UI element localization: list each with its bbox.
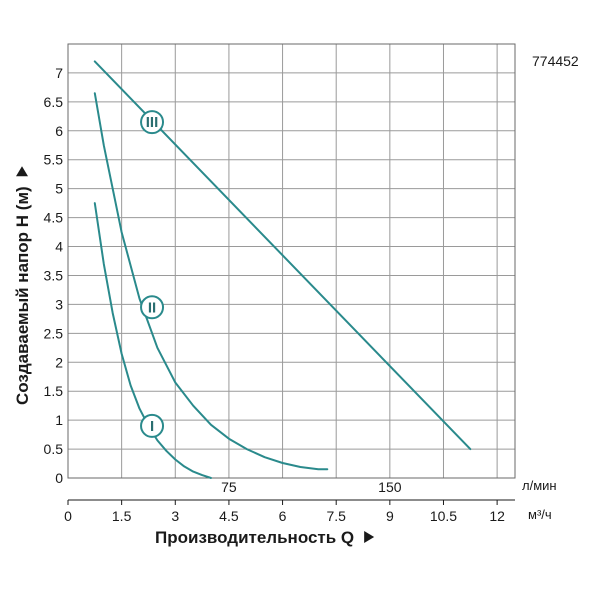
x-tick-label-8: 12 [489, 508, 505, 524]
y-tick-label-2: 1 [55, 412, 63, 428]
grid [68, 44, 515, 478]
y-tick-label-4: 2 [55, 354, 63, 370]
x-unit-primary: м³/ч [528, 507, 552, 522]
y-tick-label-8: 4 [55, 239, 63, 255]
series-label-text-2: II [148, 299, 156, 316]
y-axis-title-arrow [16, 166, 28, 177]
series-label-3: III [140, 110, 165, 135]
plot-frame [67, 43, 516, 479]
series-label-2: II [140, 295, 165, 320]
y-tick-label-14: 7 [55, 65, 63, 81]
y-tick-label-1: 0.5 [44, 441, 64, 457]
series-label-circle-2 [140, 295, 165, 320]
series-label-circle-1 [140, 413, 165, 438]
x-tick-label-5: 7.5 [326, 508, 346, 524]
x-axis-title: Производительность Q [155, 528, 375, 547]
series-label-1: I [140, 413, 165, 438]
y-tick-label-5: 2.5 [44, 325, 64, 341]
x-unit-secondary: л/мин [522, 478, 557, 493]
series-label-text-3: III [146, 114, 159, 131]
x-tick-label-6: 9 [386, 508, 394, 524]
model-code: 774452 [532, 53, 579, 69]
x-tick-label-0: 0 [64, 508, 72, 524]
x-tick-label-2: 3 [171, 508, 179, 524]
y-tick-label-10: 5 [55, 181, 63, 197]
y-tick-label-6: 3 [55, 296, 63, 312]
x-axis-title-text: Производительность Q [155, 528, 354, 547]
y-tick-label-12: 6 [55, 123, 63, 139]
y-tick-label-9: 4.5 [44, 210, 64, 226]
y-tick-label-3: 1.5 [44, 383, 64, 399]
x-tick-label-1: 1.5 [112, 508, 132, 524]
x-secondary-tick-label-1: 150 [378, 479, 402, 495]
y-tick-label-7: 3.5 [44, 267, 64, 283]
y-axis-title-text: Создаваемый напор H (м) [13, 186, 32, 405]
x-tick-label-4: 6 [279, 508, 287, 524]
series-line-2 [93, 92, 329, 471]
y-tick-label-11: 5.5 [44, 152, 64, 168]
y-tick-label-13: 6.5 [44, 94, 64, 110]
x-tick-label-3: 4.5 [219, 508, 239, 524]
x-axis-title-arrow [364, 531, 375, 543]
axes [67, 499, 515, 505]
y-axis-title: Создаваемый напор H (м) [13, 166, 32, 405]
y-tick-label-0: 0 [55, 470, 63, 486]
x-tick-label-7: 10.5 [430, 508, 457, 524]
series-label-text-1: I [150, 418, 154, 435]
series-label-circle-3 [140, 110, 165, 135]
x-secondary-tick-label-0: 75 [221, 479, 237, 495]
